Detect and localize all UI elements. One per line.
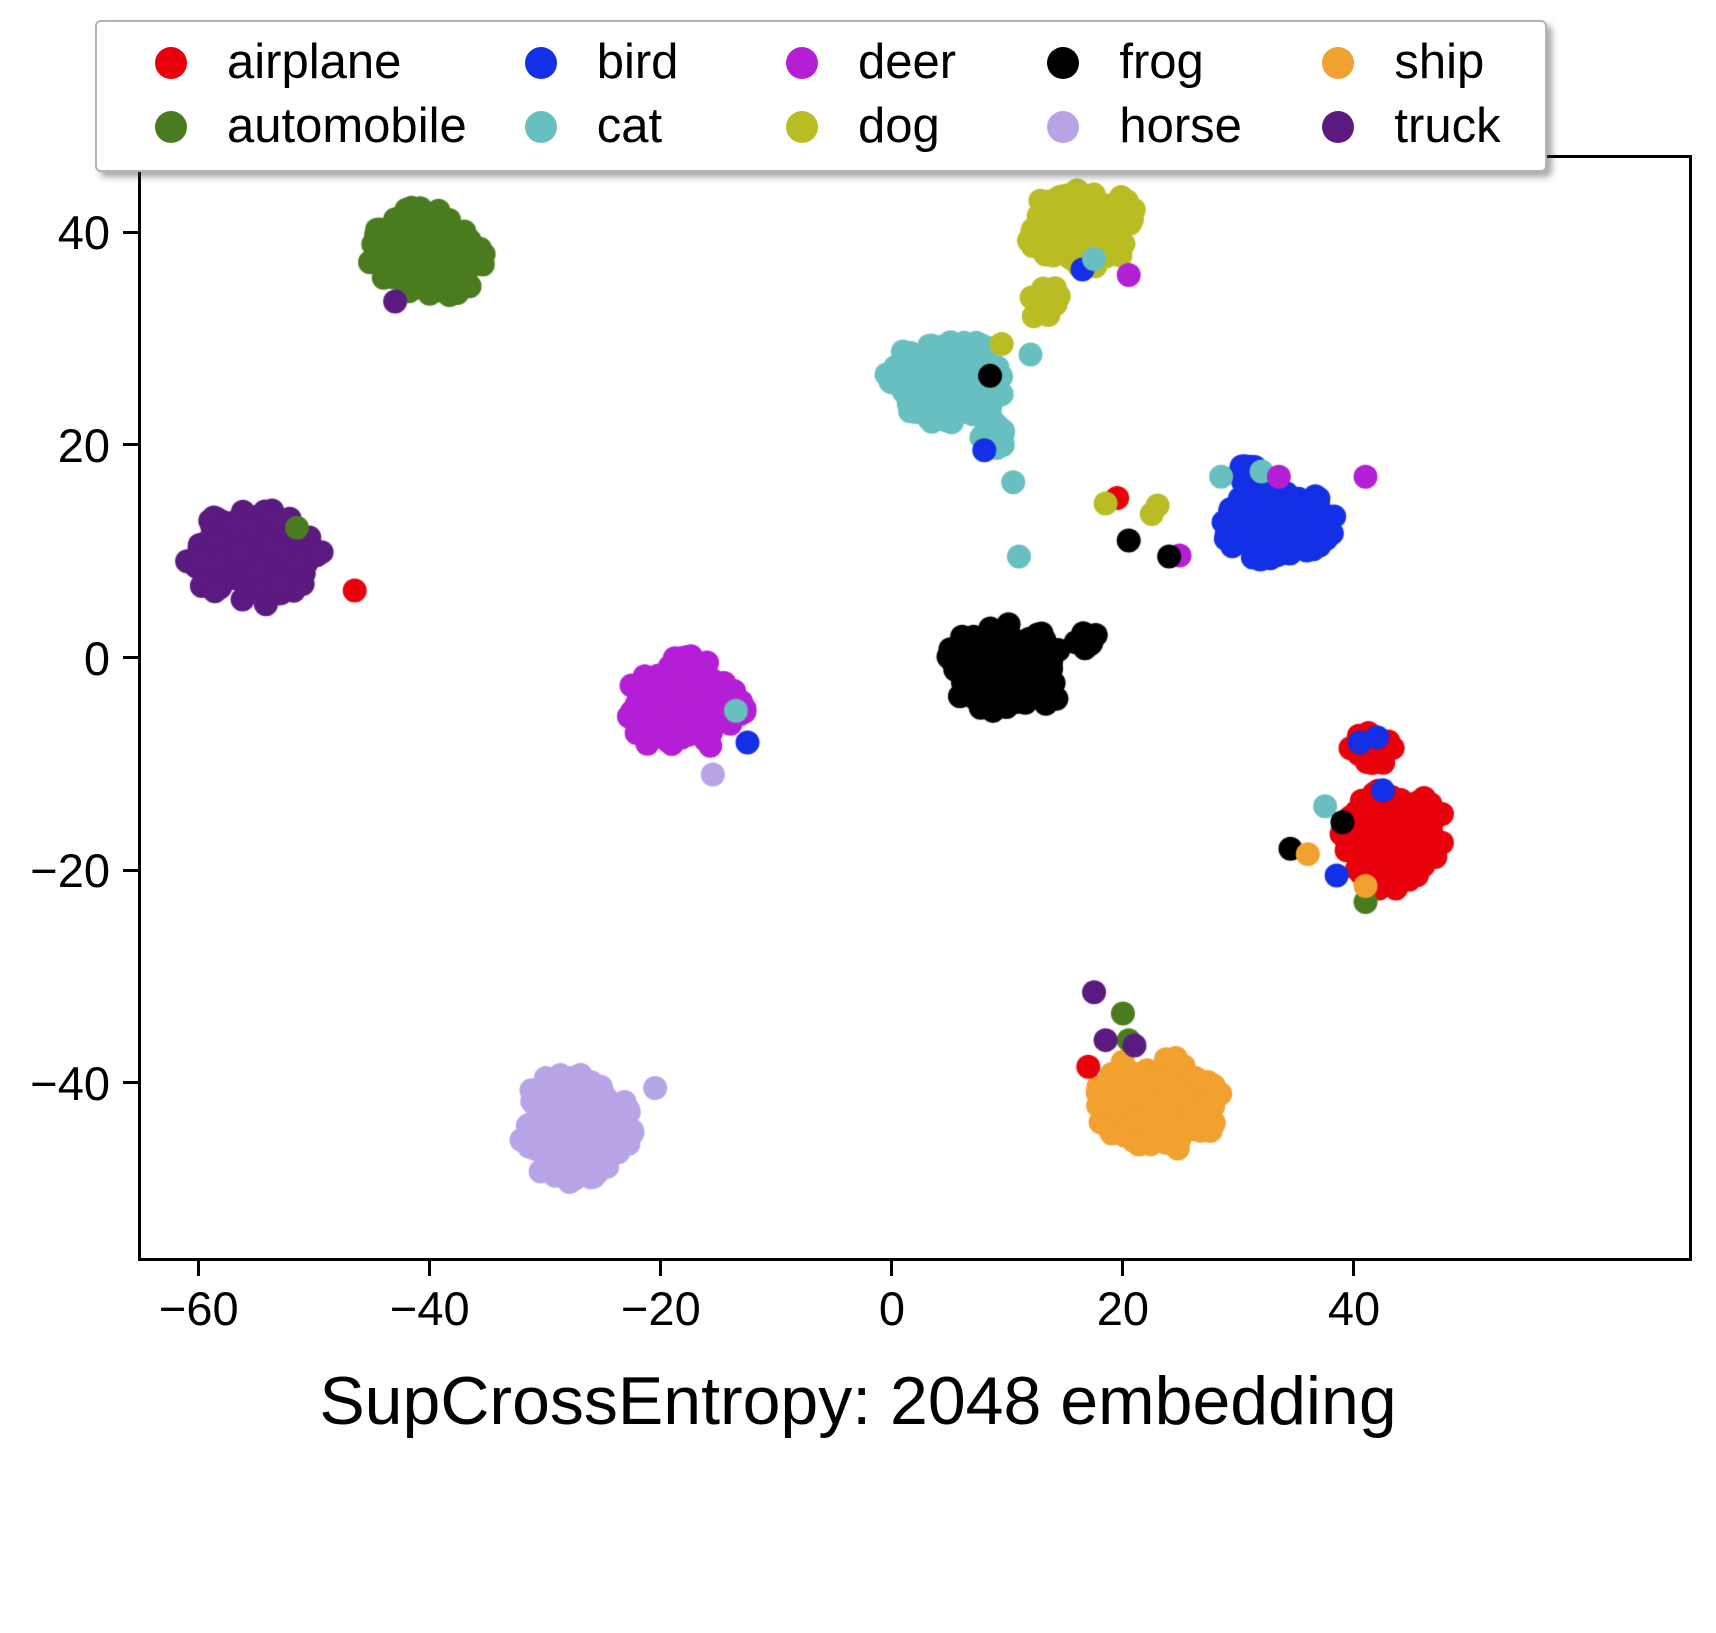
y-tick-mark — [123, 1081, 138, 1085]
legend-item-automobile: automobile — [97, 98, 467, 154]
legend-item-airplane: airplane — [97, 35, 467, 90]
legend-label: horse — [1119, 98, 1242, 153]
legend-label: frog — [1119, 35, 1204, 89]
legend-label: dog — [858, 98, 940, 153]
y-tick-mark — [123, 868, 138, 872]
y-tick-label: −20 — [30, 844, 110, 898]
x-tick-label: −60 — [158, 1282, 239, 1335]
x-tick-label: 40 — [1327, 1282, 1381, 1335]
x-tick-mark — [197, 1261, 201, 1276]
x-tick-label: −20 — [620, 1282, 701, 1335]
x-tick-label: 0 — [878, 1282, 905, 1335]
x-tick-mark — [890, 1261, 894, 1276]
x-tick-mark — [1121, 1261, 1125, 1276]
bird-marker-icon — [524, 46, 557, 79]
x-tick-mark — [428, 1261, 432, 1276]
legend-item-horse: horse — [989, 98, 1264, 154]
chart-title: SupCrossEntropy: 2048 embedding — [319, 1363, 1397, 1439]
cat-marker-icon — [524, 110, 557, 143]
legend-label: ship — [1394, 35, 1485, 89]
truck-marker-icon — [1322, 110, 1355, 143]
x-tick-label: 20 — [1096, 1282, 1150, 1335]
scatter-plot-canvas — [141, 158, 1689, 1258]
legend-label: deer — [858, 35, 957, 89]
y-tick-mark — [123, 656, 138, 660]
ship-marker-icon — [1322, 46, 1355, 79]
legend-item-cat: cat — [467, 98, 728, 154]
plot-frame — [138, 155, 1692, 1261]
frog-marker-icon — [1047, 46, 1080, 79]
legend-item-bird: bird — [467, 35, 728, 90]
legend-label: airplane — [227, 35, 402, 89]
legend-item-frog: frog — [989, 35, 1264, 90]
x-tick-mark — [659, 1261, 663, 1276]
horse-marker-icon — [1047, 110, 1080, 143]
y-tick-label: 0 — [83, 631, 110, 685]
airplane-marker-icon — [155, 46, 187, 79]
legend-item-dog: dog — [728, 98, 989, 154]
legend-label: bird — [596, 35, 679, 89]
legend-label: automobile — [227, 98, 467, 153]
dog-marker-icon — [786, 110, 819, 143]
legend-item-truck: truck — [1264, 98, 1545, 154]
legend-label: cat — [596, 98, 663, 153]
y-tick-mark — [123, 230, 138, 234]
legend-item-ship: ship — [1264, 35, 1545, 90]
y-tick-label: 40 — [57, 206, 110, 260]
y-tick-label: −40 — [30, 1056, 110, 1110]
legend-label: truck — [1394, 98, 1501, 153]
x-tick-label: −40 — [389, 1282, 470, 1335]
legend-item-deer: deer — [728, 35, 989, 90]
y-tick-mark — [123, 443, 138, 447]
legend: airplane automobile bird cat deer dog fr… — [95, 20, 1547, 172]
automobile-marker-icon — [155, 110, 187, 143]
y-tick-label: 20 — [57, 418, 110, 472]
x-tick-mark — [1352, 1261, 1356, 1276]
deer-marker-icon — [786, 46, 819, 79]
